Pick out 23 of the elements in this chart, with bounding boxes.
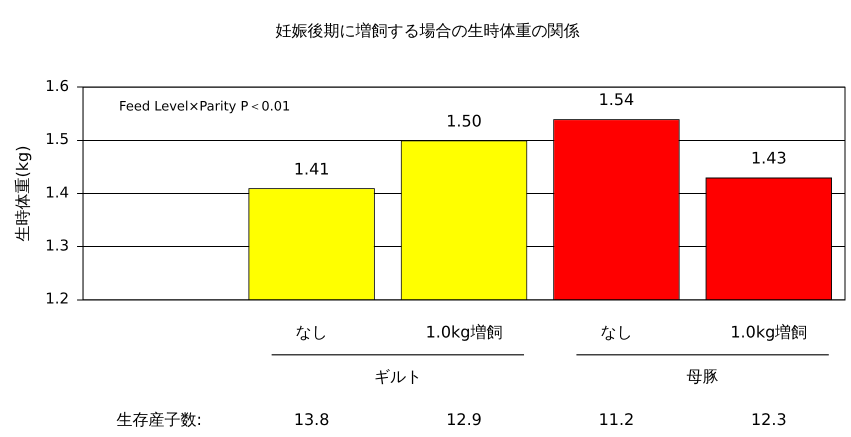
text: 生存産子数: — [116, 410, 202, 429]
data-label: 1.41 — [294, 159, 330, 178]
data-label: 1.43 — [750, 148, 787, 168]
chart-title: 妊娠後期に増飼する場合の生時体重の関係 — [276, 20, 580, 40]
text: 母豚 — [686, 366, 719, 386]
text: 12.3 — [750, 410, 787, 429]
y-tick-label: 1.3 — [45, 236, 70, 255]
text: 12.9 — [446, 410, 482, 429]
annotation: Feed Level×Parity P＜0.01 — [119, 100, 290, 115]
data-label: 1.50 — [446, 112, 482, 131]
y-tick-label: 1.4 — [45, 183, 70, 202]
x-tick-label: 1.0kg増飼 — [730, 322, 808, 342]
text: 13.8 — [294, 410, 330, 429]
x-tick-label: なし — [600, 322, 632, 342]
x-tick-label: なし — [296, 322, 328, 342]
y-tick-label: 1.5 — [45, 130, 70, 148]
text: ギルト — [374, 366, 422, 386]
y-tick-label: 1.2 — [45, 290, 70, 308]
text: 11.2 — [598, 410, 634, 429]
y-tick-label: 1.6 — [45, 77, 70, 96]
x-tick-label: 1.0kg増飼 — [426, 322, 502, 342]
data-label: 1.54 — [598, 90, 634, 110]
y-axis-title: 生時体重(kg) — [12, 146, 32, 242]
